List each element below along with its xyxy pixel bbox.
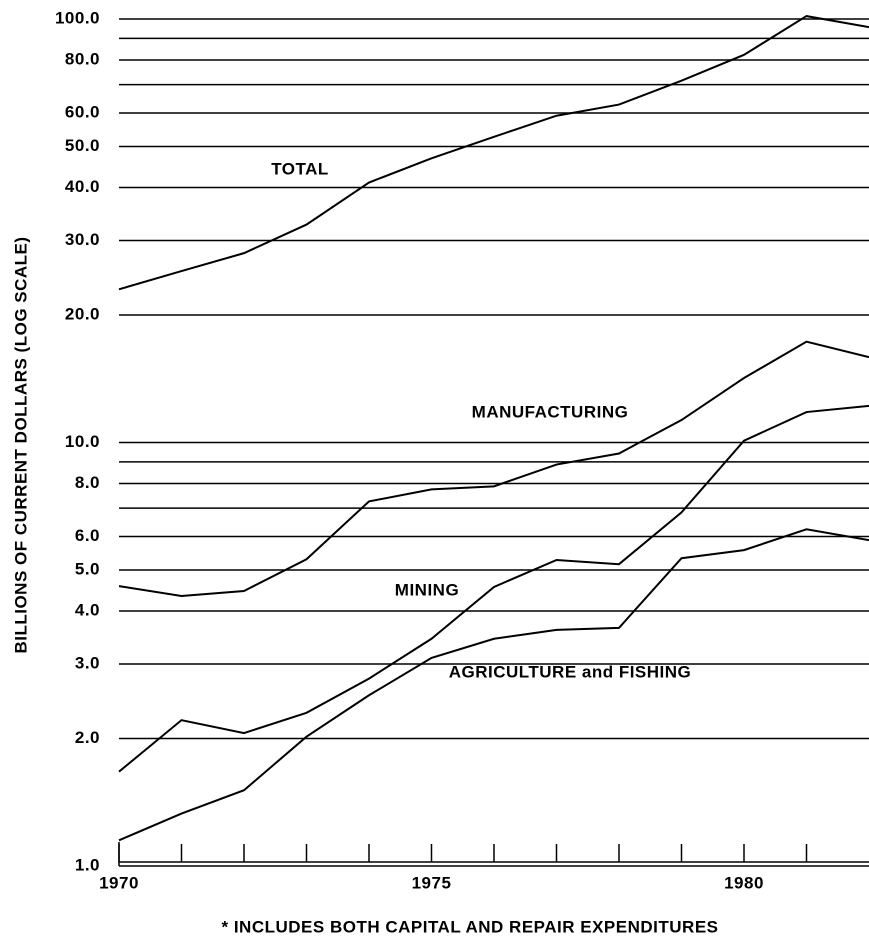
series-label: MANUFACTURING: [472, 402, 629, 421]
y-tick-label: 100.0: [55, 8, 100, 27]
y-tick-label: 40.0: [65, 177, 100, 196]
x-tick-label: 1975: [412, 873, 452, 892]
y-tick-label: 30.0: [65, 230, 100, 249]
x-tick-label: 1980: [724, 873, 764, 892]
series-label: AGRICULTURE and FISHING: [449, 662, 692, 681]
y-tick-label: 20.0: [65, 304, 100, 323]
y-axis-label: BILLIONS OF CURRENT DOLLARS (LOG SCALE): [11, 236, 30, 653]
series-line: [118, 404, 869, 773]
y-tick-label: 3.0: [75, 653, 100, 672]
y-tick-label: 6.0: [75, 526, 100, 545]
y-tick-label: 2.0: [75, 728, 100, 747]
y-tick-label: 10.0: [65, 432, 100, 451]
y-tick-label: 50.0: [65, 136, 100, 155]
y-tick-label: 80.0: [65, 50, 100, 69]
series-label: MINING: [395, 580, 459, 599]
series-line: [118, 15, 869, 291]
x-tick-label: 1970: [99, 873, 139, 892]
y-tick-label: 8.0: [75, 473, 100, 492]
series-line: [118, 340, 869, 598]
footnote: * INCLUDES BOTH CAPITAL AND REPAIR EXPEN…: [221, 917, 718, 936]
y-tick-label: 1.0: [75, 855, 100, 874]
y-tick-label: 4.0: [75, 601, 100, 620]
series-line: [118, 528, 869, 842]
series-label: TOTAL: [271, 159, 329, 178]
y-tick-label: 60.0: [65, 102, 100, 121]
y-tick-label: 5.0: [75, 559, 100, 578]
